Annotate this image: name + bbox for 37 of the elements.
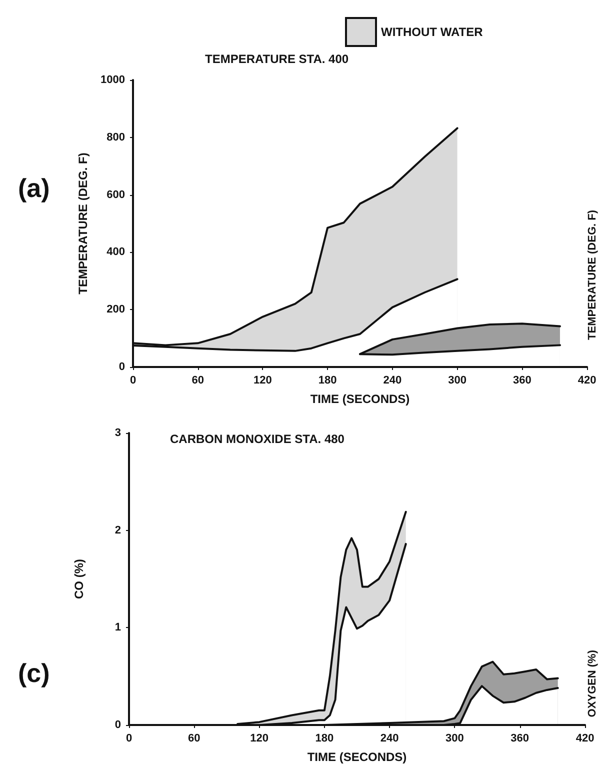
chart-title: CARBON MONOXIDE STA. 480 — [170, 432, 345, 446]
x-axis-title: TIME (SECONDS) — [310, 392, 410, 406]
x-tick-label: 360 — [510, 732, 530, 744]
x-tick-label: 300 — [446, 732, 464, 744]
x-tick-label: 60 — [192, 374, 204, 386]
annotation: TEMPERATURE (DEG. F) — [586, 210, 598, 340]
x-tick-label: 120 — [250, 732, 268, 744]
y-tick-label: 2 — [114, 524, 121, 536]
y-tick-label: 800 — [106, 131, 125, 144]
text: (a) — [18, 173, 50, 203]
x-tick-label: 240 — [383, 374, 402, 386]
x-tick-label: 300 — [448, 374, 466, 386]
text: (c) — [18, 658, 50, 688]
y-axis-title: CO (%) — [72, 559, 86, 599]
text: OXYGEN (%) — [586, 650, 598, 718]
x-tick-label: 0 — [130, 374, 136, 386]
x-tick-label: 360 — [512, 374, 532, 386]
y-tick-label: 3 — [114, 427, 121, 439]
chart-title: TEMPERATURE STA. 400 — [205, 52, 349, 66]
y-tick-label: 1000 — [100, 74, 125, 86]
legend-label: WITHOUT WATER — [381, 25, 484, 39]
y-tick-label: 1 — [114, 622, 121, 634]
y-tick-label: 600 — [106, 188, 125, 201]
x-tick-label: 420 — [576, 732, 594, 744]
y-axis-title: TEMPERATURE (DEG. F) — [76, 152, 90, 294]
y-tick-label: 200 — [106, 304, 125, 316]
x-tick-label: 240 — [380, 732, 399, 744]
x-tick-label: 60 — [188, 732, 200, 744]
x-tick-label: 120 — [254, 374, 272, 386]
x-tick-label: 420 — [578, 374, 596, 386]
y-tick-label: 400 — [106, 246, 125, 258]
x-tick-label: 0 — [126, 732, 132, 744]
x-tick-label: 180 — [315, 732, 334, 744]
y-tick-label: 0 — [114, 719, 121, 731]
x-axis-title: TIME (SECONDS) — [307, 750, 407, 764]
y-tick-label: 0 — [118, 361, 125, 373]
x-tick-label: 180 — [318, 374, 337, 386]
